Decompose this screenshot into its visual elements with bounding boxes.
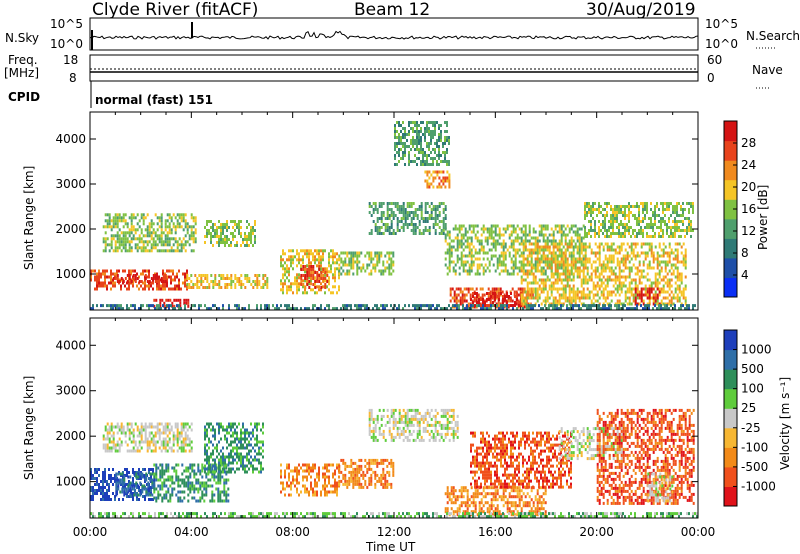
velocity-colorbar-frame [723,329,738,507]
power-colorbar-cell-3 [724,218,737,239]
cpid-text: normal (fast) 151 [95,93,213,107]
velocity-colorbar-label-3: 25 [741,401,756,415]
velocity-region-7 [368,408,459,442]
nsky-tick-bottom: 10^0 [50,37,83,51]
power-region-16 [584,202,694,238]
xtick-label-4: 16:00 [478,525,513,539]
velocity-region-12 [647,472,674,503]
velocity-region-13 [90,512,698,519]
power-region-4 [186,274,269,289]
nsearch-tick-bottom: 10^0 [705,37,738,51]
velocity-region-5 [280,463,340,497]
xaxis-label: Time UT [366,540,416,554]
velocity-colorbar-label-4: -25 [741,421,761,435]
power-colorbar-cell-6 [724,160,737,181]
velocity-region-8 [444,486,547,517]
station-title: Clyde River (fitACF) [92,0,259,20]
velocity-colorbar-label-5: -100 [741,440,768,454]
xtick-label-0: 00:00 [73,525,108,539]
freq-tick-bottom: 8 [69,71,77,85]
power-ytick-label-0: 1000 [55,267,86,281]
power-colorbar-cell-8 [724,121,737,142]
velocity-colorbar-cell-4 [724,408,737,429]
nsearch-label: N.Search [746,29,800,43]
velocity-region-6 [338,458,395,489]
power-region-3 [102,213,197,253]
velocity-colorbar-cell-2 [724,447,737,468]
power-region-9 [368,202,447,235]
nave-tick-top: 60 [707,53,723,67]
velocity-ytick-label-1: 2000 [55,429,86,443]
velocity-colorbar-label-7: -1000 [741,479,776,493]
power-region-17 [634,287,661,306]
xtick-label-3: 12:00 [377,525,412,539]
velocity-colorbar-label-1: 500 [741,362,764,376]
power-region-8 [338,251,395,276]
xtick-label-1: 04:00 [174,525,209,539]
freq-tick-top: 18 [63,53,79,67]
power-colorbar-cell-7 [724,140,737,161]
velocity-colorbar-cell-7 [724,349,737,370]
freq-strip [89,54,699,82]
power-region-5 [204,220,256,247]
power-colorbar-label-3: 16 [741,202,756,216]
power-ytick-label-3: 4000 [55,132,86,146]
power-ytick-label-2: 3000 [55,177,86,191]
power-colorbar-cell-5 [724,179,737,200]
power-region-7 [300,265,329,289]
power-region-1 [112,274,167,283]
xtick-label-6: 00:00 [681,525,716,539]
freq-label: Freq. [8,53,38,67]
velocity-region-2 [153,463,230,503]
nave-tick-bottom: 0 [707,71,715,85]
power-colorbar-cell-1 [724,257,737,278]
power-colorbar-cell-2 [724,238,737,259]
velocity-colorbar-cell-5 [724,388,737,409]
velocity-colorbar-cell-0 [724,486,737,507]
power-region-10 [424,170,451,189]
velocity-ytick-label-2: 3000 [55,384,86,398]
velocity-colorbar-cell-6 [724,369,737,390]
power-colorbar-label-0: 28 [741,136,756,150]
power-region-6 [280,249,340,295]
power-colorbar-label-2: 20 [741,180,756,194]
nsky-tick-top: 10^5 [50,17,83,31]
power-region-0 [90,269,188,291]
power-colorbar-cell-0 [724,277,737,298]
power-ytick-label-1: 2000 [55,222,86,236]
velocity-colorbar-label-6: -500 [741,460,768,474]
xtick-label-5: 20:00 [579,525,614,539]
velocity-region-4 [204,422,264,474]
velocity-colorbar-cell-1 [724,466,737,487]
power-colorbar-cell-4 [724,199,737,220]
velocity-colorbar-cell-3 [724,427,737,448]
freq-unit: [MHz] [4,66,40,80]
velocity-colorbar-label-2: 100 [741,382,764,396]
power-region-15 [520,242,687,306]
power-colorbar-label-4: 12 [741,224,756,238]
velocity-region-1 [115,472,156,497]
nsearch-tick-top: 10^5 [705,17,738,31]
cpid-label: CPID [8,90,41,104]
velocity-region-3 [102,422,193,453]
velocity-colorbar-label-0: 1000 [741,343,772,357]
velocity-colorbar-cell-8 [724,330,737,351]
power-colorbar-label-1: 24 [741,158,756,172]
velocity-ytick-label-3: 4000 [55,338,86,352]
power-colorbar-label-6: 4 [741,268,749,282]
power-region-11 [394,121,450,166]
power-colorbar-label-5: 8 [741,246,749,260]
velocity-ytick-label-0: 1000 [55,475,86,489]
nsky-series [89,30,699,40]
nsky-label: N.Sky [5,31,40,45]
velocity-region-9 [470,431,572,489]
beam-title: Beam 12 [354,0,431,20]
velocity-region-11 [596,408,695,505]
date-title: 30/Aug/2019 [586,0,696,20]
nsky-strip [89,17,699,51]
nave-label: Nave [752,63,783,77]
xtick-label-2: 08:00 [275,525,310,539]
